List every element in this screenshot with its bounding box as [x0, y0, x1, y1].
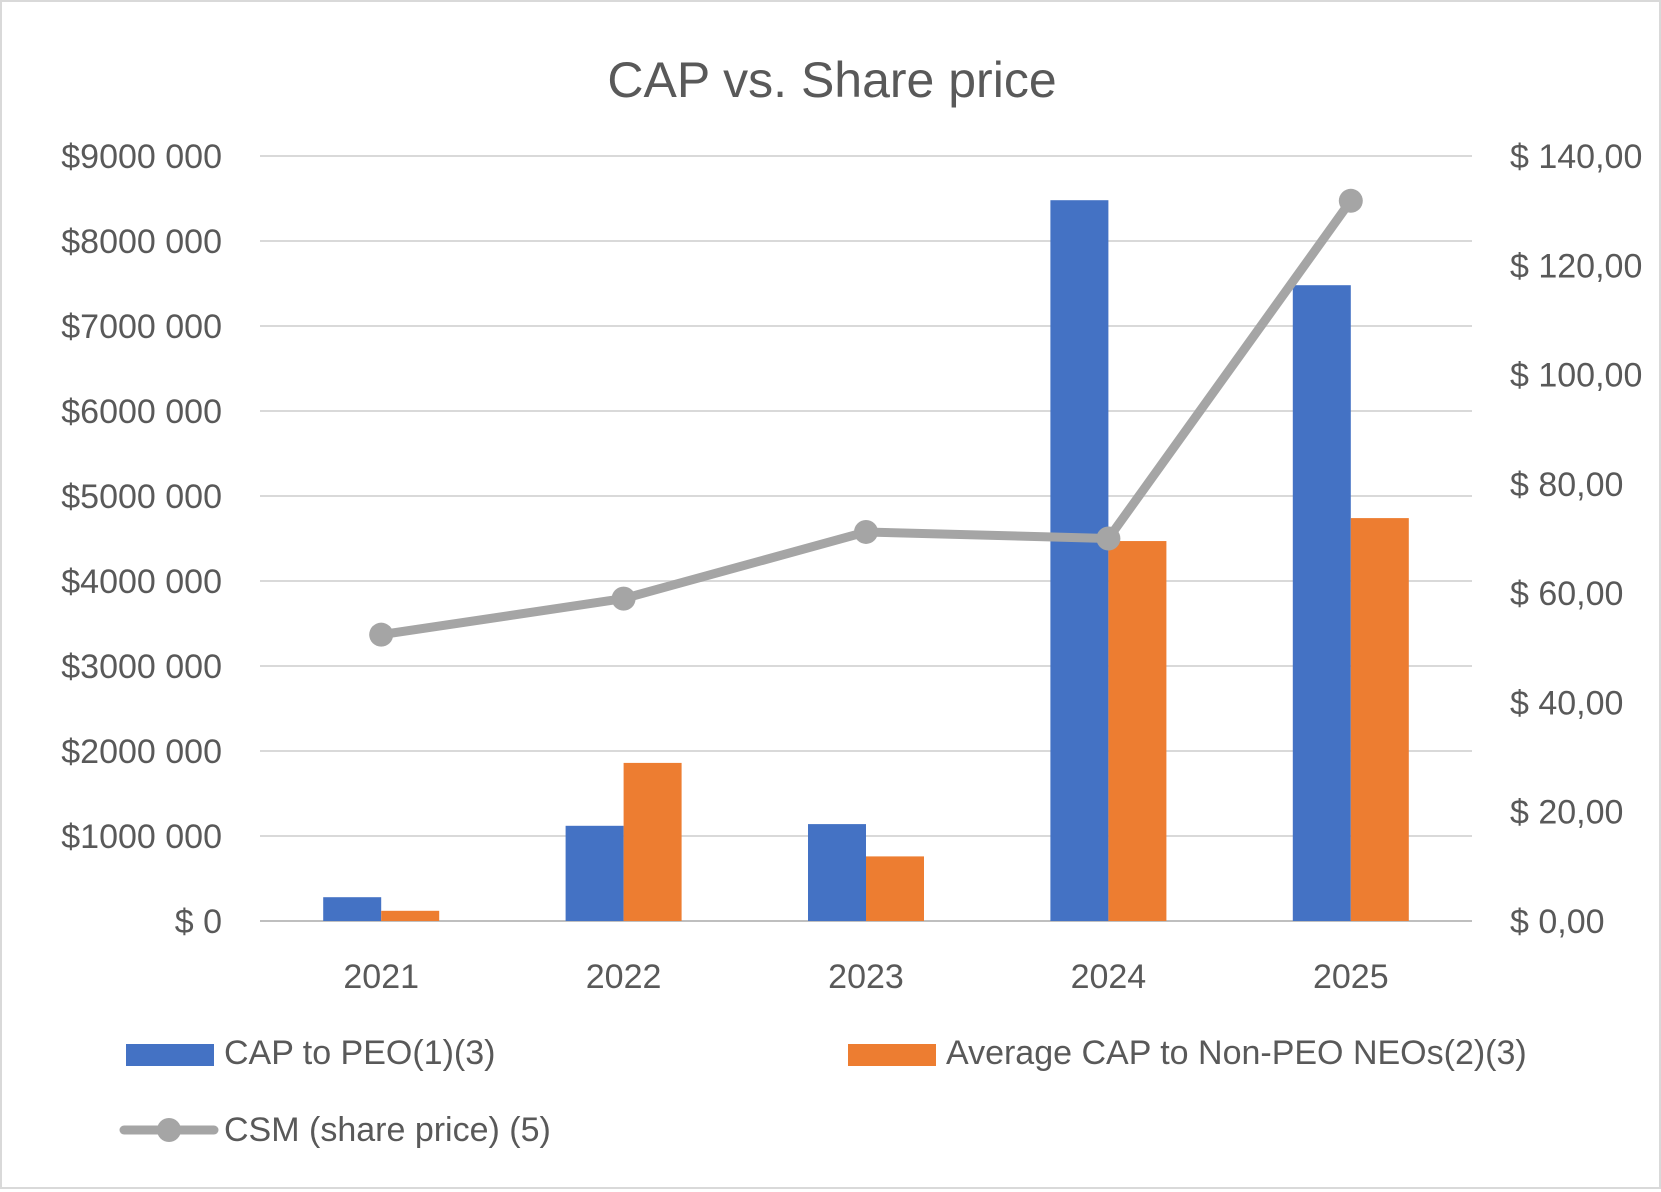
legend-swatch-cap-non-peo — [848, 1044, 936, 1066]
bar-cap-non-peo — [1350, 518, 1409, 921]
x-axis: 2021 2022 2023 2024 2025 — [343, 958, 1388, 996]
bar-cap-peo — [323, 897, 382, 921]
share-price-point — [1338, 188, 1363, 213]
legend: CAP to PEO(1)(3) Average CAP to Non-PEO … — [119, 1034, 1527, 1149]
legend-label-cap-non-peo: Average CAP to Non-PEO NEOs(2)(3) — [946, 1034, 1527, 1072]
left-tick-label: $1000 000 — [61, 818, 222, 856]
bar-cap-peo — [565, 825, 624, 921]
right-tick-label: $ 40,00 — [1510, 684, 1623, 722]
left-tick-label: $6000 000 — [61, 393, 222, 431]
bars — [323, 200, 1409, 921]
right-tick-label: $ 140,00 — [1510, 138, 1642, 176]
left-axis: $ 0 $1000 000 $2000 000 $3000 000 $4000 000 $… — [61, 138, 222, 941]
right-tick-label: $ 0,00 — [1510, 903, 1605, 941]
x-tick-label: 2022 — [586, 958, 662, 996]
left-tick-label: $9000 000 — [61, 138, 222, 176]
right-tick-label: $ 20,00 — [1510, 794, 1623, 832]
share-price-point — [854, 519, 878, 544]
right-tick-label: $ 80,00 — [1510, 466, 1623, 504]
left-tick-label: $8000 000 — [61, 223, 222, 261]
legend-label-cap-peo: CAP to PEO(1)(3) — [224, 1034, 495, 1072]
bar-cap-peo — [1050, 200, 1109, 921]
right-tick-label: $ 100,00 — [1510, 357, 1642, 395]
share-price-line — [369, 188, 1363, 647]
legend-label-csm: CSM (share price) (5) — [224, 1111, 551, 1149]
left-tick-label: $3000 000 — [61, 648, 222, 686]
share-price-point — [369, 622, 394, 647]
bar-cap-non-peo — [866, 856, 924, 921]
bar-cap-non-peo — [623, 762, 682, 921]
bar-cap-peo — [808, 824, 866, 921]
left-tick-label: $2000 000 — [61, 733, 222, 771]
legend-swatch-csm-marker — [157, 1118, 181, 1142]
left-tick-label: $ 0 — [175, 903, 222, 941]
chart-title: CAP vs. Share price — [607, 52, 1056, 108]
x-tick-label: 2021 — [343, 958, 419, 996]
left-tick-label: $7000 000 — [61, 308, 222, 346]
gridlines — [260, 155, 1472, 922]
right-tick-label: $ 60,00 — [1510, 575, 1623, 613]
share-price-polyline — [376, 196, 1356, 640]
bar-cap-non-peo — [1108, 541, 1167, 921]
bar-cap-peo — [1292, 285, 1351, 921]
legend-swatch-cap-peo — [126, 1044, 214, 1066]
share-price-point — [611, 586, 636, 611]
bar-cap-non-peo — [381, 910, 440, 921]
x-tick-label: 2024 — [1071, 958, 1147, 996]
x-tick-label: 2025 — [1313, 958, 1389, 996]
right-tick-label: $ 120,00 — [1510, 247, 1642, 285]
share-price-point — [1096, 526, 1121, 551]
left-tick-label: $5000 000 — [61, 478, 222, 516]
right-axis: $ 0,00 $ 20,00 $ 40,00 $ 60,00 $ 80,00 $ 100,… — [1510, 138, 1642, 941]
x-tick-label: 2023 — [828, 958, 904, 996]
left-tick-label: $4000 000 — [61, 563, 222, 601]
